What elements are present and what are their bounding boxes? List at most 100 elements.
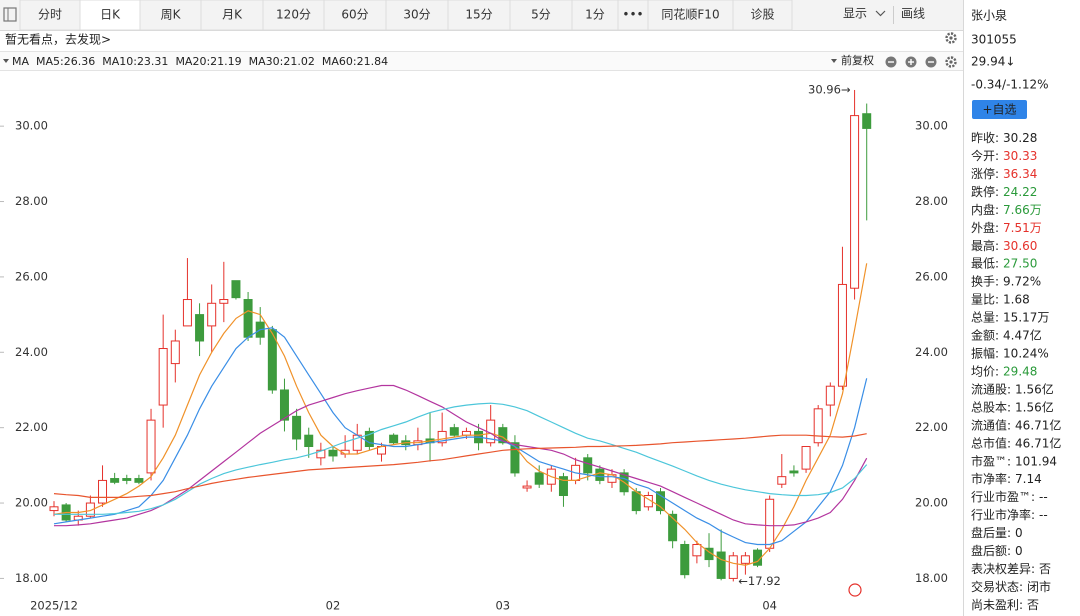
gear-icon[interactable] <box>945 56 957 68</box>
tab[interactable] <box>447 0 511 31</box>
quote-label: 流通股: <box>971 382 1011 396</box>
quote-value: -- <box>1039 508 1048 522</box>
candle-body-down <box>292 415 302 440</box>
tab[interactable] <box>617 0 649 31</box>
tab-label[interactable]: 5分 <box>531 8 551 22</box>
x-tick-label: 04 <box>762 599 777 613</box>
indicator-name: MA <box>12 55 29 68</box>
dropdown-icon[interactable] <box>831 59 837 63</box>
quote-value: 1.68 <box>1003 292 1030 306</box>
quote-row: 流通股: 1.56亿 <box>971 381 1054 396</box>
y-tick-label: 28.00 <box>15 194 48 208</box>
tab[interactable] <box>509 0 573 31</box>
tab[interactable] <box>19 0 81 31</box>
quote-label: 总量: <box>971 310 999 324</box>
tab[interactable] <box>262 0 325 31</box>
candle-body-down <box>680 543 690 576</box>
quote-row: 盘后量: 0 <box>971 525 1023 540</box>
quote-label: 昨收: <box>971 131 999 145</box>
quote-row: 量比: 1.68 <box>971 292 1030 306</box>
adjust-mode[interactable]: 前复权 <box>841 53 874 67</box>
quote-label: 总市值: <box>971 435 1011 450</box>
legend-entry: MA30:21.02 <box>249 55 315 68</box>
dropdown-icon[interactable] <box>3 59 9 63</box>
tab[interactable] <box>732 0 793 31</box>
tab[interactable] <box>647 0 734 31</box>
y-tick-label-right: 24.00 <box>915 345 948 359</box>
display-menu[interactable]: 显示 <box>843 7 867 21</box>
candle-body-down <box>364 430 374 448</box>
tab[interactable] <box>139 0 202 31</box>
notice[interactable]: 暂无看点，去发现> <box>5 32 111 47</box>
chevron-icon <box>875 10 886 17</box>
draw-tool[interactable]: 画线 <box>901 7 925 21</box>
quote-label: 行业市盈™: <box>971 489 1035 504</box>
tab-label[interactable]: 15分 <box>465 8 492 22</box>
quote-value: 30.28 <box>1003 131 1037 145</box>
candle-body-down <box>789 470 799 474</box>
tab-label[interactable]: 日K <box>100 8 121 22</box>
candle-body-up <box>692 543 702 557</box>
tab[interactable] <box>323 0 387 31</box>
candle-body-up <box>49 506 59 512</box>
candle-body-down <box>267 329 277 391</box>
legend-entry: MA5:26.36 <box>36 55 95 68</box>
quote-value: 否 <box>1039 562 1051 576</box>
quote-label: 最低: <box>971 256 999 270</box>
zoom-in-icon[interactable] <box>905 56 917 68</box>
quote-row: 今开: 30.33 <box>971 147 1037 162</box>
candle-body-up <box>740 555 750 564</box>
quote-value: 9.72% <box>1003 274 1041 288</box>
quote-row: 盘后额: 0 <box>971 543 1023 558</box>
tab-label[interactable]: 120分 <box>276 8 311 22</box>
candle-body-up <box>777 476 787 485</box>
quote-label: 总股本: <box>971 400 1011 414</box>
quote-value: 10.24% <box>1003 346 1049 360</box>
tab-label[interactable]: 周K <box>161 8 182 22</box>
stock-change: -0.34/-1.12% <box>971 78 1049 92</box>
candle-body-down <box>328 449 338 457</box>
sidebar-icon[interactable] <box>3 7 17 22</box>
candle-body-down <box>449 427 459 436</box>
remove-icon[interactable] <box>925 56 937 68</box>
watchlist-button-label[interactable]: +自选 <box>982 103 1016 117</box>
gear-icon[interactable] <box>945 32 957 44</box>
tab-label[interactable]: 60分 <box>341 8 368 22</box>
candle-body-down <box>656 491 665 512</box>
candle-body-down <box>389 434 399 444</box>
candle-body-down <box>122 478 132 481</box>
quote-label: 表决权差异: <box>971 562 1035 576</box>
candle-body-down <box>279 389 289 421</box>
watchlist-button[interactable] <box>972 100 1027 119</box>
x-tick-label: 03 <box>495 599 510 613</box>
quote-value: 27.50 <box>1003 256 1037 270</box>
y-tick-label-right: 20.00 <box>915 496 948 510</box>
candle-body-down <box>534 472 544 485</box>
quote-label: 交易状态: <box>971 579 1023 594</box>
quote-label: 市净率: <box>971 471 1011 486</box>
y-tick-label-right: 22.00 <box>915 420 948 434</box>
tab-label[interactable]: 分时 <box>38 8 62 22</box>
candle-body-up <box>219 299 229 304</box>
tab[interactable] <box>571 0 619 31</box>
quote-label: 涨停: <box>971 165 999 180</box>
y-tick-label: 22.00 <box>15 420 48 434</box>
candle-body-down <box>110 478 120 483</box>
quote-row: 换手: 9.72% <box>971 274 1041 288</box>
candle-body-up <box>801 446 811 470</box>
tab-label[interactable]: 1分 <box>585 8 605 22</box>
y-tick-label: 24.00 <box>15 345 48 359</box>
candle-body-down <box>195 314 205 342</box>
tab-label[interactable]: 诊股 <box>750 8 774 22</box>
tab[interactable] <box>385 0 449 31</box>
tab-label[interactable]: 月K <box>222 8 243 22</box>
tab-label[interactable]: 同花顺F10 <box>661 7 719 22</box>
quote-row: 均价: 29.48 <box>971 364 1037 378</box>
tab[interactable] <box>200 0 264 31</box>
tab-label[interactable]: ••• <box>622 8 643 22</box>
zoom-out-icon[interactable] <box>885 56 897 68</box>
tab-label[interactable]: 30分 <box>403 8 430 22</box>
stock-price: 29.94↓ <box>971 55 1015 69</box>
